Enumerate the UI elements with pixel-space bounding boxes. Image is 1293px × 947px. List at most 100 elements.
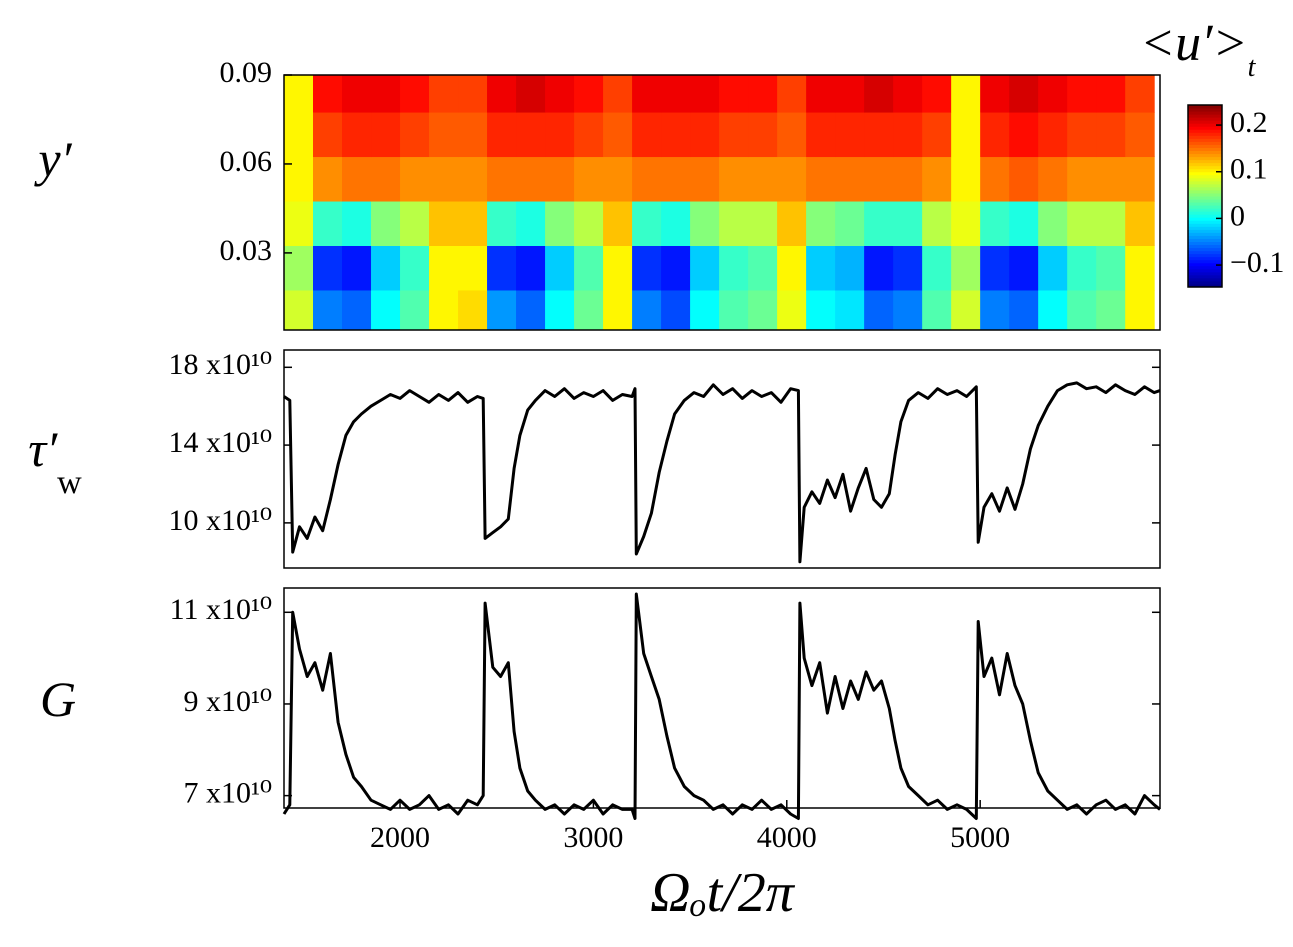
heatmap-cell xyxy=(719,112,749,158)
heatmap-cell xyxy=(1096,289,1126,330)
heatmap-cell xyxy=(342,112,372,158)
heatmap-cell xyxy=(313,112,343,158)
colorbar-swatch xyxy=(1188,117,1222,121)
heatmap-cell xyxy=(371,289,401,330)
heatmap-cell xyxy=(777,156,807,202)
heatmap-cell xyxy=(545,112,575,158)
colorbar-swatch xyxy=(1188,165,1222,170)
heatmap-cell xyxy=(922,289,952,330)
colorbar-swatch xyxy=(1188,114,1222,118)
colorbar-swatch xyxy=(1188,156,1222,161)
heatmap-cell xyxy=(777,75,807,113)
colorbar-swatch xyxy=(1188,126,1222,130)
colorbar-swatch xyxy=(1188,189,1222,194)
x-tick-label: 4000 xyxy=(757,821,817,854)
heatmap-cell xyxy=(864,201,894,246)
heatmap-cell xyxy=(719,156,749,202)
heatmap-cell xyxy=(1009,201,1039,246)
heatmap-cell xyxy=(516,289,546,330)
heatmap-cell xyxy=(835,112,865,158)
colorbar-title-sub: t xyxy=(1248,52,1257,83)
heatmap-cell xyxy=(1038,289,1068,330)
colorbar-swatch xyxy=(1188,211,1222,215)
heatmap-cell xyxy=(487,245,517,291)
heatmap-cell xyxy=(429,156,459,202)
colorbar-swatch xyxy=(1188,274,1222,279)
colorbar-swatch xyxy=(1188,192,1222,197)
heatmap-cell xyxy=(777,289,807,330)
heatmap-cell xyxy=(777,245,807,291)
y-tick-label: 9 x10¹⁰ xyxy=(183,685,272,718)
heatmap-cell xyxy=(284,201,314,246)
heatmap-cell xyxy=(458,75,488,113)
heatmap-cell xyxy=(1125,289,1155,330)
heatmap-cell xyxy=(1038,75,1068,113)
colorbar-tick-label: 0 xyxy=(1230,199,1245,232)
heatmap-cell xyxy=(284,75,314,113)
heatmap-cell xyxy=(458,156,488,202)
heatmap-cell xyxy=(980,289,1010,330)
heatmap-cell xyxy=(458,289,488,330)
heatmap-cell xyxy=(1038,112,1068,158)
heatmap-cell xyxy=(806,245,836,291)
heatmap-cell xyxy=(922,201,952,246)
heatmap-cell xyxy=(951,201,981,246)
heatmap-cell xyxy=(313,245,343,291)
data-line xyxy=(283,381,1161,564)
colorbar-swatch xyxy=(1188,135,1222,139)
y-tick-label: 10 x10¹⁰ xyxy=(168,504,272,537)
heatmap-cell xyxy=(371,112,401,158)
heatmap-cell xyxy=(661,75,691,113)
heatmap-cell xyxy=(1067,289,1097,330)
y-axis-label: τ′w xyxy=(28,421,82,500)
heatmap-cell xyxy=(574,112,604,158)
heatmap-cell xyxy=(748,112,778,158)
heatmap-cell xyxy=(400,112,430,158)
heatmap-cell xyxy=(545,75,575,113)
colorbar-swatch xyxy=(1188,129,1222,133)
heatmap-cell xyxy=(1096,156,1126,202)
heatmap-cell xyxy=(603,75,633,113)
heatmap-cell xyxy=(777,201,807,246)
heatmap-cell xyxy=(429,112,459,158)
y-tick-label: 14 x10¹⁰ xyxy=(168,426,272,459)
heatmap-cell xyxy=(864,112,894,158)
heatmap-cell xyxy=(632,75,662,113)
heatmap-cell xyxy=(806,75,836,113)
y-axis-label-sub: w xyxy=(57,464,82,501)
heatmap-cell xyxy=(1067,245,1097,291)
colorbar-title: <u′>t xyxy=(1140,15,1257,83)
colorbar-swatch xyxy=(1188,153,1222,158)
heatmap-cell xyxy=(1038,156,1068,202)
colorbar-swatch xyxy=(1188,111,1222,115)
heatmap-cell xyxy=(487,201,517,246)
heatmap-cell xyxy=(574,289,604,330)
heatmap-cell xyxy=(690,201,720,246)
y-tick-label: 18 x10¹⁰ xyxy=(168,348,272,381)
colorbar-swatch xyxy=(1188,174,1222,179)
heatmap-cell xyxy=(632,289,662,330)
colorbar-swatch xyxy=(1188,280,1222,285)
heatmap-cell xyxy=(690,75,720,113)
heatmap-cell xyxy=(864,75,894,113)
heatmap-cell xyxy=(1096,112,1126,158)
heatmap-cell xyxy=(429,289,459,330)
colorbar-swatch xyxy=(1188,277,1222,282)
axes-frame xyxy=(283,74,1161,331)
colorbar-swatch xyxy=(1188,150,1222,155)
data-line xyxy=(282,592,1161,820)
heatmap-cell xyxy=(951,156,981,202)
heatmap-cell xyxy=(545,201,575,246)
colorbar-swatch xyxy=(1188,196,1222,200)
heatmap-cell xyxy=(864,245,894,291)
heatmap-cell xyxy=(284,112,314,158)
heatmap-cell xyxy=(313,75,343,113)
heatmap-cell xyxy=(922,245,952,291)
colorbar-swatch xyxy=(1188,268,1222,273)
colorbar-swatch xyxy=(1188,238,1222,242)
heatmap-cell xyxy=(574,245,604,291)
heatmap-cell xyxy=(400,75,430,113)
heatmap-cell xyxy=(777,112,807,158)
heatmap-cell xyxy=(284,289,314,330)
